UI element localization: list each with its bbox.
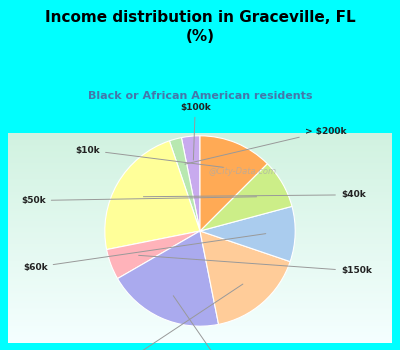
Wedge shape bbox=[118, 231, 218, 326]
Text: $60k: $60k bbox=[23, 234, 266, 272]
Wedge shape bbox=[200, 164, 292, 231]
Text: $10k: $10k bbox=[76, 146, 224, 167]
Text: Income distribution in Graceville, FL
(%): Income distribution in Graceville, FL (%… bbox=[45, 10, 355, 44]
Wedge shape bbox=[200, 231, 290, 324]
Wedge shape bbox=[105, 141, 200, 250]
Text: $150k: $150k bbox=[139, 256, 372, 275]
Wedge shape bbox=[200, 206, 295, 261]
Text: $20k: $20k bbox=[107, 284, 243, 350]
Text: Black or African American residents: Black or African American residents bbox=[88, 91, 312, 101]
Text: $50k: $50k bbox=[21, 196, 256, 205]
Text: $100k: $100k bbox=[180, 103, 211, 160]
Text: $40k: $40k bbox=[144, 190, 366, 199]
Text: $30k: $30k bbox=[173, 296, 236, 350]
Text: > $200k: > $200k bbox=[185, 127, 346, 164]
Wedge shape bbox=[107, 231, 200, 279]
Wedge shape bbox=[169, 138, 200, 231]
Wedge shape bbox=[182, 136, 200, 231]
Wedge shape bbox=[200, 136, 267, 231]
Text: @City-Data.com: @City-Data.com bbox=[209, 167, 277, 176]
